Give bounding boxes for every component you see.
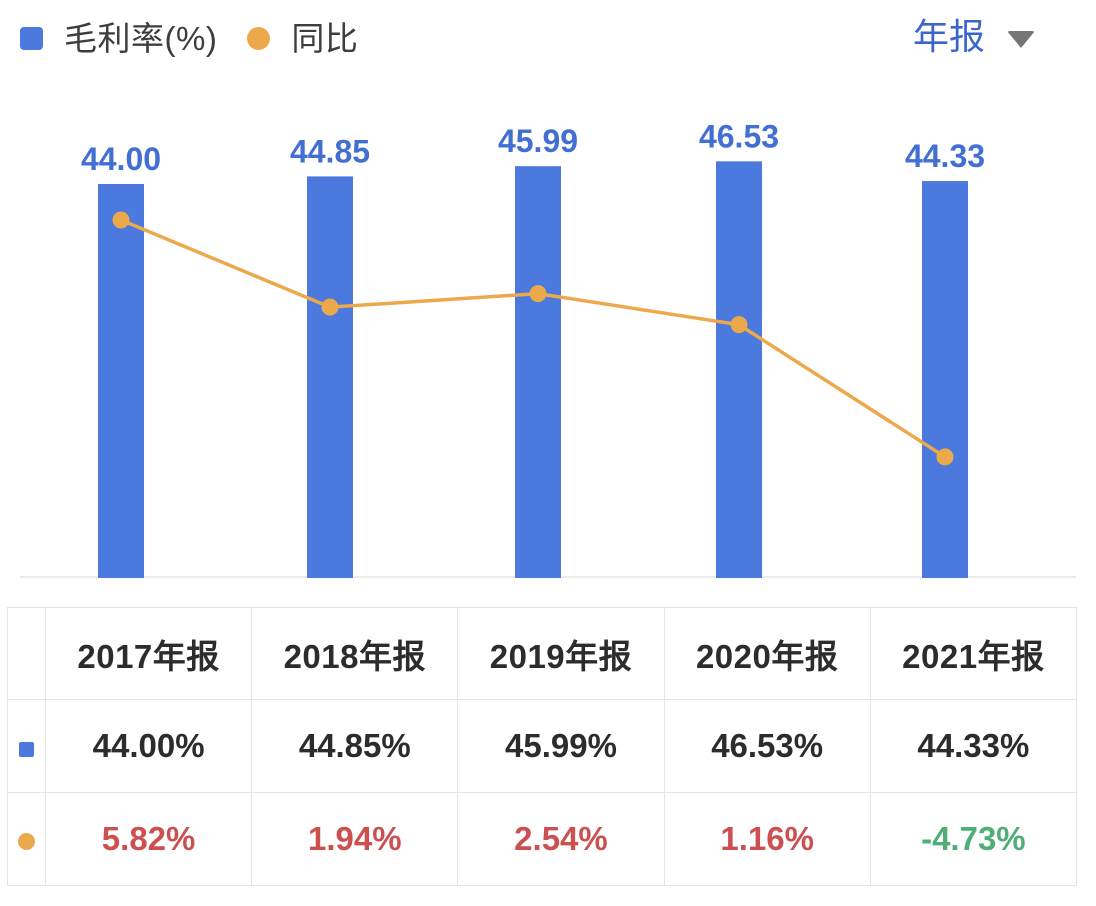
table-row: 5.82% 1.94% 2.54% 1.16% -4.73% <box>7 792 1078 886</box>
value-cell-2017年报: 44.00% <box>44 699 253 793</box>
line-point-2019年报[interactable] <box>529 285 547 303</box>
column-header-2017年报: 2017年报 <box>44 607 253 700</box>
column-header-2018年报: 2018年报 <box>251 607 459 700</box>
bar-value-label-2021年报: 44.33 <box>905 138 985 174</box>
table-row: 44.00% 44.85% 45.99% 46.53% 44.33% <box>7 699 1078 793</box>
bar-2018年报[interactable] <box>307 176 353 578</box>
bar-value-label-2017年报: 44.00 <box>81 141 161 177</box>
period-selector-label: 年报 <box>912 16 985 57</box>
value-cell-2018年报: 1.94% <box>251 792 459 886</box>
bar-value-label-2020年报: 46.53 <box>699 118 779 154</box>
value-cell-2019年报: 2.54% <box>457 792 665 886</box>
table-header-row: 2017年报 2018年报 2019年报 2020年报 2021年报 <box>7 607 1078 700</box>
line-point-2021年报[interactable] <box>936 448 954 466</box>
legend-circle-icon <box>247 27 271 50</box>
value-cell-2017年报: 5.82% <box>44 792 253 886</box>
period-selector[interactable]: 年报 <box>913 18 1035 56</box>
value-cell-2018年报: 44.85% <box>251 699 459 793</box>
line-point-2018年报[interactable] <box>321 298 339 316</box>
circle-icon <box>18 833 35 850</box>
bar-value-label-2019年报: 45.99 <box>498 123 578 159</box>
value-cell-2021年报: -4.73% <box>869 792 1078 886</box>
bar-2020年报[interactable] <box>716 161 762 578</box>
bar-value-label-2018年报: 44.85 <box>290 133 370 169</box>
legend-label-gross-margin: 毛利率(%) <box>64 20 218 57</box>
legend-item-gross-margin: 毛利率(%) <box>20 22 217 55</box>
value-cell-2020年报: 1.16% <box>663 792 871 886</box>
chart-legend: 毛利率(%) 同比 <box>20 22 358 55</box>
column-header-2019年报: 2019年报 <box>457 607 665 700</box>
column-header-2021年报: 2021年报 <box>869 607 1078 700</box>
caret-down-icon <box>1007 30 1035 48</box>
margin-yoy-combo-chart[interactable]: 44.00 44.85 45.99 46.53 44.33 <box>0 0 1096 600</box>
legend-item-yoy: 同比 <box>247 22 358 55</box>
marker-column-header <box>7 607 46 700</box>
chart-header: 毛利率(%) 同比 年报 <box>0 0 1096 72</box>
legend-label-yoy: 同比 <box>291 20 359 57</box>
line-point-2017年报[interactable] <box>112 211 130 229</box>
row-marker-cell <box>7 792 46 886</box>
value-cell-2020年报: 46.53% <box>663 699 871 793</box>
row-marker-cell <box>7 699 46 793</box>
column-header-2020年报: 2020年报 <box>663 607 871 700</box>
legend-square-icon <box>20 27 43 50</box>
bar-2017年报[interactable] <box>98 184 144 578</box>
value-cell-2021年报: 44.33% <box>869 699 1078 793</box>
bar-2021年报[interactable] <box>922 181 968 579</box>
metrics-table: 2017年报 2018年报 2019年报 2020年报 2021年报 44.00% 44.… <box>7 607 1078 886</box>
square-icon <box>19 742 34 757</box>
line-point-2020年报[interactable] <box>730 316 748 334</box>
value-cell-2019年报: 45.99% <box>457 699 665 793</box>
bar-2019年报[interactable] <box>515 166 561 578</box>
